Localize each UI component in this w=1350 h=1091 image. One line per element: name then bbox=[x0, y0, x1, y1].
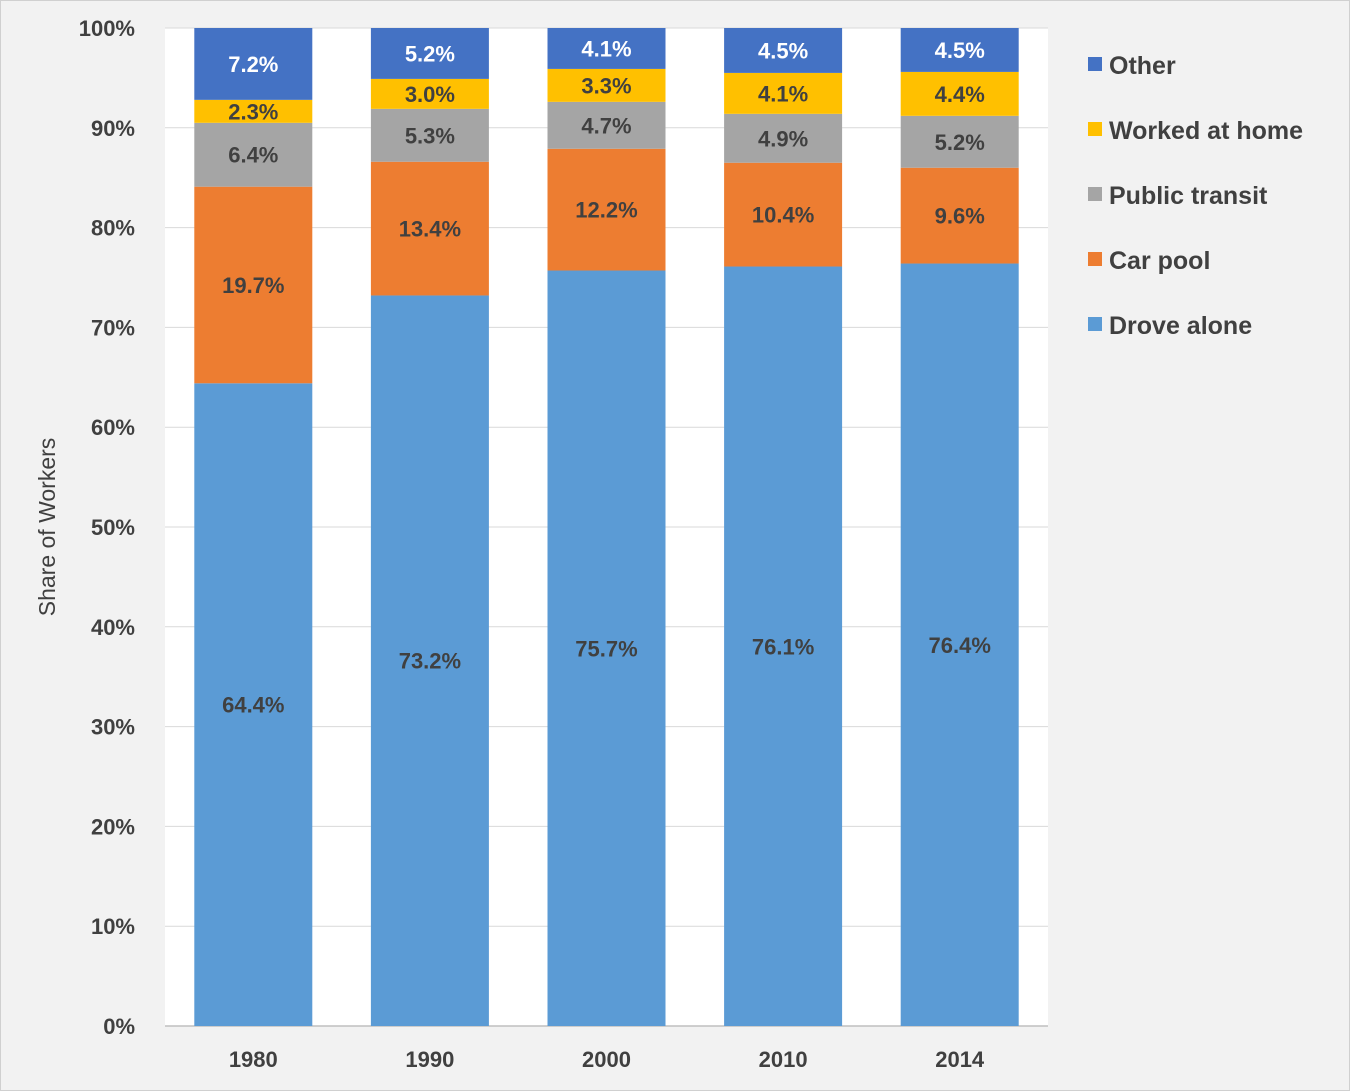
bar-segment-drove-alone bbox=[194, 383, 313, 1027]
y-tick-label: 80% bbox=[91, 216, 135, 241]
data-label: 3.3% bbox=[581, 73, 631, 98]
data-label: 76.4% bbox=[929, 633, 991, 658]
legend-swatch bbox=[1088, 122, 1102, 136]
y-tick-label: 0% bbox=[103, 1014, 135, 1039]
y-tick-label: 60% bbox=[91, 415, 135, 440]
data-label: 5.2% bbox=[405, 41, 455, 66]
y-tick-label: 50% bbox=[91, 515, 135, 540]
bar-segment-public-transit bbox=[724, 113, 843, 163]
bar-segment-worked-at-home bbox=[900, 71, 1019, 116]
bar-segment-public-transit bbox=[900, 115, 1019, 168]
x-tick-label: 1980 bbox=[229, 1047, 278, 1072]
bar-segment-drove-alone bbox=[547, 270, 666, 1026]
bar-segment-worked-at-home bbox=[194, 99, 313, 123]
legend-swatch bbox=[1088, 317, 1102, 331]
data-label: 64.4% bbox=[222, 693, 284, 718]
data-label: 10.4% bbox=[752, 203, 814, 228]
bar-segment-drove-alone bbox=[900, 263, 1019, 1026]
y-tick-label: 90% bbox=[91, 116, 135, 141]
data-label: 4.1% bbox=[758, 81, 808, 106]
data-label: 19.7% bbox=[222, 273, 284, 298]
bar-segment-worked-at-home bbox=[370, 78, 489, 109]
legend-label: Worked at home bbox=[1109, 117, 1303, 145]
bar-segment-car-pool bbox=[370, 161, 489, 296]
bar-segment-other bbox=[900, 28, 1019, 72]
bar-segment-public-transit bbox=[370, 108, 489, 162]
legend-swatch bbox=[1088, 252, 1102, 266]
legend-swatch bbox=[1088, 57, 1102, 71]
bar-segment-car-pool bbox=[724, 162, 843, 267]
bar-segment-worked-at-home bbox=[547, 68, 666, 102]
legend-swatch bbox=[1088, 187, 1102, 201]
data-label: 7.2% bbox=[228, 52, 278, 77]
y-tick-label: 100% bbox=[79, 16, 135, 41]
bar-segment-drove-alone bbox=[370, 295, 489, 1026]
legend-label: Public transit bbox=[1109, 182, 1268, 210]
bar-segment-other bbox=[547, 28, 666, 69]
data-label: 9.6% bbox=[935, 204, 985, 229]
legend-label: Car pool bbox=[1109, 247, 1210, 275]
y-tick-label: 40% bbox=[91, 615, 135, 640]
data-label: 4.5% bbox=[758, 38, 808, 63]
y-tick-label: 20% bbox=[91, 814, 135, 839]
data-label: 5.3% bbox=[405, 123, 455, 148]
data-label: 5.2% bbox=[935, 130, 985, 155]
bar-segment-worked-at-home bbox=[724, 72, 843, 114]
x-tick-label: 2010 bbox=[759, 1047, 808, 1072]
legend-label: Other bbox=[1109, 52, 1176, 80]
bar-segment-other bbox=[724, 28, 843, 73]
data-label: 4.7% bbox=[581, 113, 631, 138]
bar-segment-car-pool bbox=[194, 186, 313, 384]
data-label: 12.2% bbox=[575, 198, 637, 223]
data-label: 3.0% bbox=[405, 82, 455, 107]
data-label: 73.2% bbox=[399, 649, 461, 674]
x-tick-label: 1990 bbox=[405, 1047, 454, 1072]
data-label: 4.4% bbox=[935, 82, 985, 107]
data-label: 6.4% bbox=[228, 143, 278, 168]
data-label: 13.4% bbox=[399, 217, 461, 242]
x-tick-label: 2000 bbox=[582, 1047, 631, 1072]
data-label: 75.7% bbox=[575, 636, 637, 661]
bar-segment-drove-alone bbox=[724, 266, 843, 1027]
bar-segment-public-transit bbox=[194, 122, 313, 187]
bar-segment-public-transit bbox=[547, 101, 666, 149]
data-label: 76.1% bbox=[752, 634, 814, 659]
y-axis-title: Share of Workers bbox=[34, 438, 60, 617]
legend-label: Drove alone bbox=[1109, 312, 1252, 340]
y-tick-label: 10% bbox=[91, 914, 135, 939]
bar-segment-car-pool bbox=[900, 167, 1019, 264]
y-tick-label: 30% bbox=[91, 715, 135, 740]
data-label: 4.9% bbox=[758, 126, 808, 151]
x-tick-label: 2014 bbox=[935, 1047, 985, 1072]
data-label: 2.3% bbox=[228, 99, 278, 124]
y-tick-label: 70% bbox=[91, 315, 135, 340]
bar-segment-other bbox=[370, 28, 489, 79]
bar-segment-other bbox=[194, 28, 313, 100]
bar-segment-car-pool bbox=[547, 148, 666, 271]
data-label: 4.5% bbox=[935, 38, 985, 63]
data-label: 4.1% bbox=[581, 36, 631, 61]
